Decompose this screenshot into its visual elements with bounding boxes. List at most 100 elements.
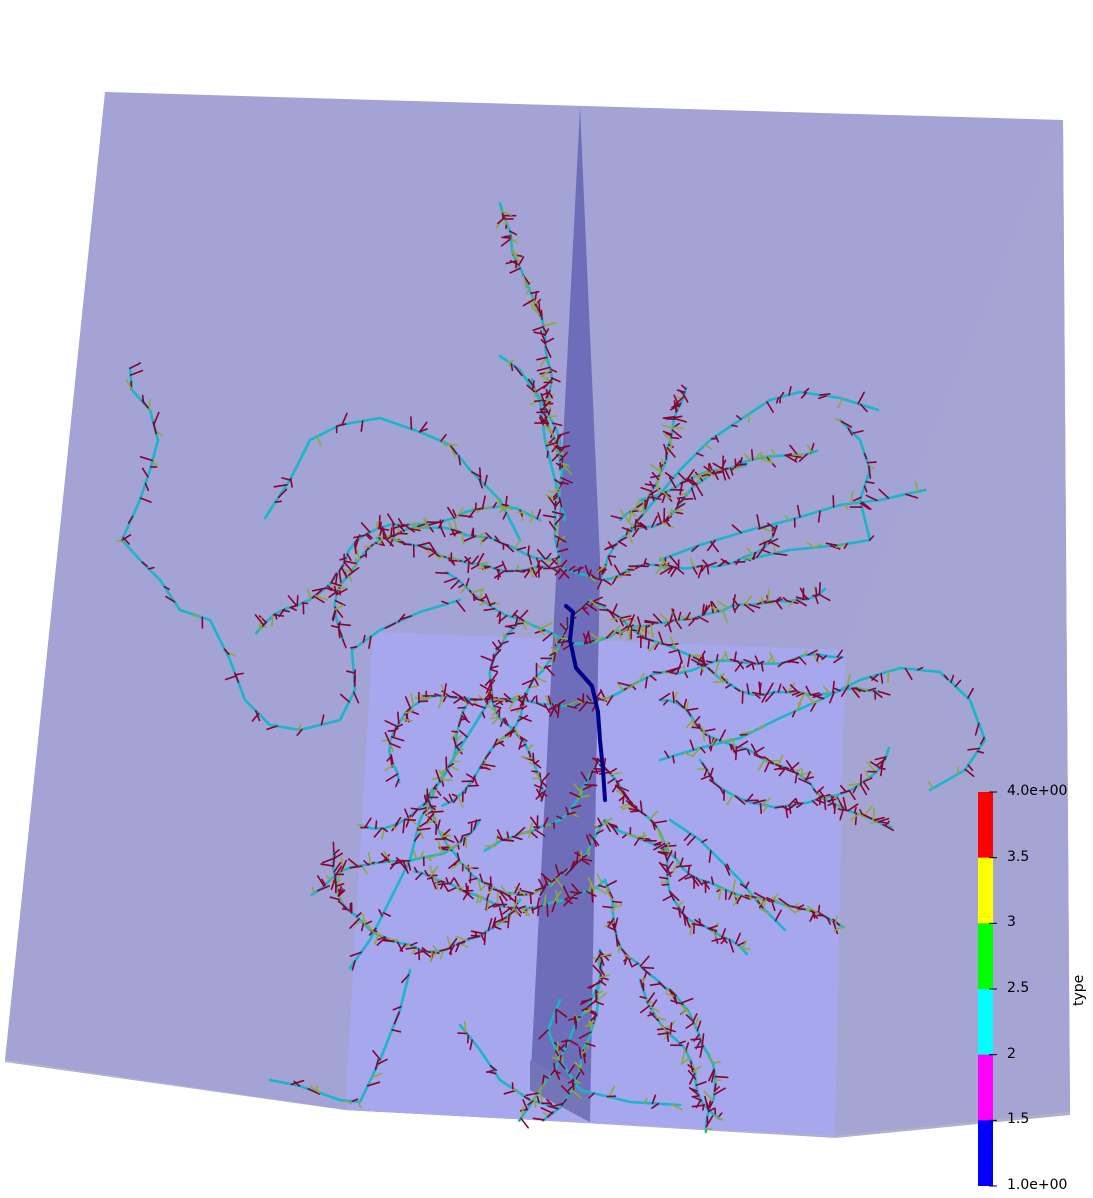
root-lateral [731, 879, 736, 894]
root-lateral [552, 422, 563, 427]
root-lateral [688, 616, 697, 627]
root-lateral [707, 927, 717, 933]
root-lateral [884, 820, 890, 827]
root-lateral [332, 610, 337, 622]
root-lateral [536, 508, 542, 520]
root-lateral [445, 877, 449, 884]
root-lateral [354, 534, 361, 544]
root-lateral [724, 683, 732, 689]
root-lateral [272, 613, 285, 617]
root-lateral [711, 936, 726, 942]
root-lateral [399, 861, 407, 870]
root-lateral [628, 614, 635, 628]
root-lateral [869, 676, 879, 683]
root-lateral [701, 603, 705, 616]
root-lateral [849, 490, 854, 505]
root-lateral [784, 805, 789, 819]
root-lateral [540, 1107, 554, 1114]
root-lateral [766, 896, 775, 903]
root-lateral [544, 441, 558, 446]
root-lateral [685, 611, 691, 621]
root-lateral [846, 673, 851, 688]
root-lateral [121, 534, 132, 542]
root-lateral [536, 905, 540, 917]
root-lateral [494, 740, 504, 746]
root-lateral [603, 822, 611, 826]
root-lateral [364, 817, 372, 828]
root-lateral [490, 716, 501, 720]
root-lateral [843, 503, 849, 511]
root-lateral [366, 923, 375, 934]
root-lateral [499, 720, 504, 728]
root-lateral [332, 849, 340, 856]
root-lateral [397, 613, 406, 623]
root-lateral [141, 394, 145, 404]
root-lateral [129, 362, 141, 370]
root-lateral [144, 482, 150, 492]
root-lateral [592, 596, 604, 603]
root-lateral [658, 876, 669, 880]
root-lateral [795, 702, 802, 712]
root-lateral [670, 999, 684, 1006]
root-lateral [653, 842, 666, 851]
root-lateral [556, 536, 560, 548]
root-lateral [706, 539, 716, 552]
root-lateral [479, 765, 491, 771]
root-lateral [864, 770, 870, 780]
root-lateral [639, 522, 647, 529]
root-lateral [556, 484, 561, 491]
root-lateral [686, 477, 698, 485]
root-lateral [559, 1054, 562, 1062]
root-lateral [528, 685, 540, 689]
root-lateral [733, 651, 737, 663]
root-lateral [701, 565, 707, 572]
root-lateral [448, 522, 454, 531]
root-lateral [700, 774, 711, 780]
root-lateral [692, 1013, 698, 1023]
root-lateral [224, 675, 237, 681]
root-lateral [377, 527, 385, 532]
root-lateral [461, 832, 471, 837]
root-lateral [479, 536, 484, 546]
soil-box-right-face [835, 120, 1070, 1136]
root-lateral [442, 695, 447, 703]
root-lateral [771, 896, 782, 905]
root-lateral [661, 558, 668, 566]
root-lateral [567, 1064, 576, 1074]
root-lateral [652, 820, 668, 824]
root-lateral [493, 736, 505, 746]
root-lateral [661, 521, 675, 529]
root-lateral [713, 1114, 724, 1121]
root-lateral [671, 402, 682, 409]
root-lateral [664, 519, 671, 527]
root-lateral [851, 687, 860, 699]
root-lateral [802, 650, 808, 657]
root-lateral [343, 561, 354, 573]
root-lateral [525, 288, 531, 295]
root-lateral [447, 506, 456, 519]
root-lateral [545, 552, 552, 560]
root-lateral [683, 698, 688, 709]
root-lateral [493, 925, 502, 930]
root-lateral [752, 552, 756, 561]
root-lateral [596, 989, 604, 996]
root-lateral [625, 800, 632, 805]
root-lateral [475, 893, 486, 900]
root-lateral [335, 588, 348, 596]
root-lateral [784, 515, 791, 522]
root-lateral [649, 982, 662, 987]
root-lateral [424, 869, 429, 877]
root-lateral [705, 660, 713, 664]
root-lateral [455, 600, 466, 612]
root-lateral [335, 423, 347, 427]
root-lateral [647, 496, 662, 501]
root-lateral [825, 542, 838, 547]
root-lateral [672, 755, 675, 764]
root-lateral [632, 527, 640, 538]
root-lateral [451, 861, 462, 870]
root-lateral [764, 761, 771, 773]
root-lateral [639, 955, 650, 967]
root-lateral [478, 694, 485, 701]
root-lateral [451, 730, 459, 733]
